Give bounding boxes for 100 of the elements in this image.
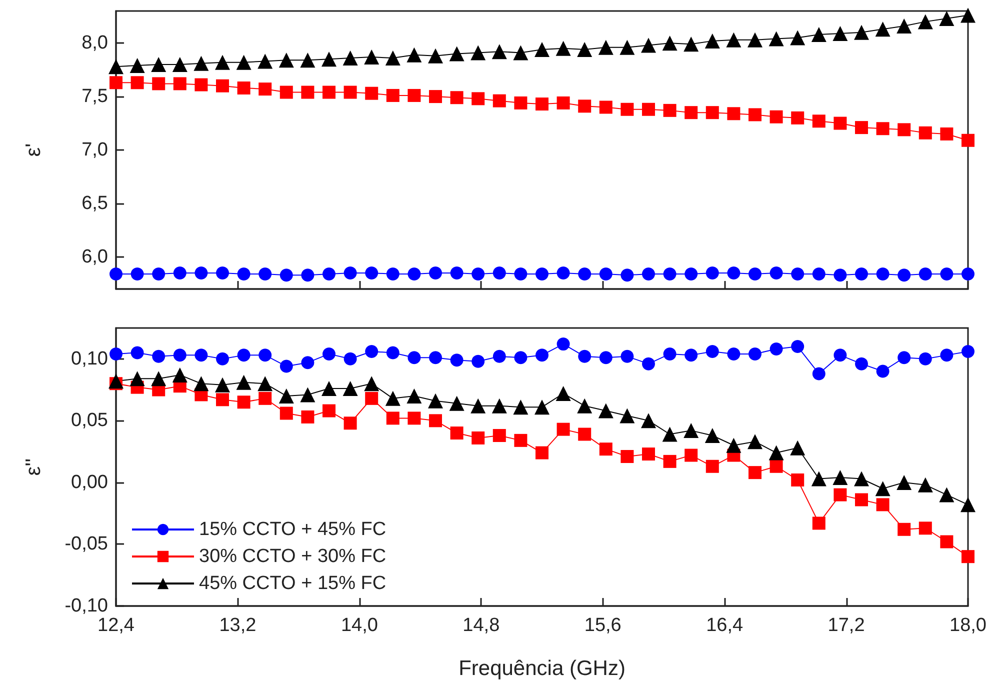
y-tick-label: -0,10 [64, 596, 108, 616]
point [620, 268, 634, 282]
point [684, 448, 698, 462]
point [513, 45, 528, 60]
point [939, 10, 954, 26]
point [706, 106, 719, 120]
point [194, 56, 209, 71]
point [834, 268, 847, 282]
point [194, 348, 208, 362]
y-tick-label: 6,0 [82, 246, 108, 268]
point [492, 94, 506, 108]
point [280, 406, 293, 420]
point [429, 266, 442, 280]
point [940, 127, 954, 140]
point [684, 268, 698, 281]
point [598, 403, 614, 418]
point [258, 392, 272, 405]
point [726, 32, 742, 48]
point [918, 352, 932, 366]
point [684, 106, 698, 120]
point [472, 431, 485, 444]
point [365, 392, 378, 405]
point [578, 350, 592, 363]
point [918, 268, 932, 281]
point [108, 59, 124, 74]
point [834, 348, 847, 362]
point [449, 46, 464, 62]
point [875, 481, 890, 496]
point [727, 266, 740, 280]
point [386, 268, 400, 281]
point [790, 440, 806, 456]
point [300, 387, 316, 402]
point [706, 266, 719, 280]
y-tick-label: 7,5 [82, 86, 108, 108]
point [514, 434, 528, 447]
point [577, 42, 592, 57]
point [684, 348, 698, 362]
point [855, 357, 868, 370]
point [173, 266, 186, 280]
point [898, 123, 911, 136]
point [918, 126, 932, 140]
point [408, 268, 421, 281]
y-tick-label: 7,0 [82, 140, 108, 160]
point [960, 8, 976, 23]
point [406, 388, 422, 404]
point [578, 268, 592, 281]
point [556, 386, 571, 401]
point [301, 268, 314, 282]
point [556, 40, 571, 56]
point [194, 376, 209, 392]
point [876, 268, 890, 281]
point [216, 393, 229, 406]
point [237, 396, 250, 409]
point [130, 76, 144, 90]
point [556, 338, 570, 351]
point [854, 24, 869, 40]
point [768, 445, 784, 460]
point [834, 488, 847, 502]
point [258, 268, 272, 281]
point [450, 91, 464, 104]
point [301, 410, 314, 424]
point [748, 108, 762, 122]
point [385, 390, 400, 406]
point [642, 268, 655, 281]
point [300, 52, 316, 68]
x-tick-label: 15,6 [584, 615, 622, 636]
point [748, 434, 762, 450]
point [962, 268, 974, 281]
point [748, 466, 762, 480]
point [408, 88, 421, 102]
point [962, 344, 974, 358]
point [492, 398, 507, 414]
point [428, 393, 443, 408]
point [812, 367, 826, 380]
point [876, 498, 890, 512]
point [492, 44, 507, 60]
point [344, 352, 357, 366]
point [662, 36, 678, 51]
point [152, 77, 166, 90]
point [514, 351, 528, 364]
point [896, 18, 912, 34]
point [364, 376, 380, 392]
point [472, 354, 485, 368]
point [536, 98, 548, 111]
point [280, 268, 293, 282]
point [386, 88, 400, 102]
point [577, 398, 592, 414]
x-axis-title: Frequência (GHz) [458, 657, 626, 680]
point [620, 40, 635, 55]
point [641, 38, 656, 53]
point [322, 86, 336, 99]
point [662, 426, 678, 442]
point [704, 428, 720, 443]
point [960, 497, 976, 512]
point [620, 350, 634, 363]
point [898, 268, 911, 282]
point [642, 102, 655, 116]
point [385, 50, 400, 66]
point [110, 347, 122, 360]
point [556, 422, 570, 436]
